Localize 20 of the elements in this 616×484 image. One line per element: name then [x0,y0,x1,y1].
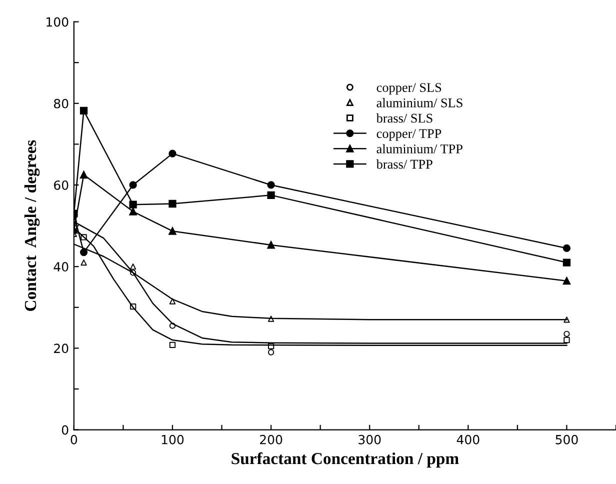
y-axis-title: Contact Angle / degrees [24,140,40,311]
legend-label: aluminium/ TPP [376,144,462,154]
legend-label: copper/ TPP [376,129,442,141]
legend-label: brass/ SLS [376,113,432,123]
x-tick-label: 200 [260,434,282,444]
y-tick-label: 80 [54,98,68,108]
legend-label: brass/ TPP [376,159,432,169]
y-tick-label: 0 [62,425,68,435]
y-tick-label: 40 [54,262,68,272]
x-axis-title: Surfactant Concentration / ppm [232,452,459,468]
x-tick-label: 500 [556,434,578,444]
legend-label: copper/ SLS [376,83,442,95]
legend-label: aluminium/ SLS [376,98,462,108]
y-tick-label: 100 [46,17,68,27]
x-tick-label: 0 [70,434,78,444]
x-tick-label: 400 [456,434,480,444]
y-tick-label: 60 [54,180,68,190]
x-tick-label: 100 [162,434,184,444]
x-tick-label: 300 [358,434,381,444]
y-tick-label: 20 [54,344,68,354]
